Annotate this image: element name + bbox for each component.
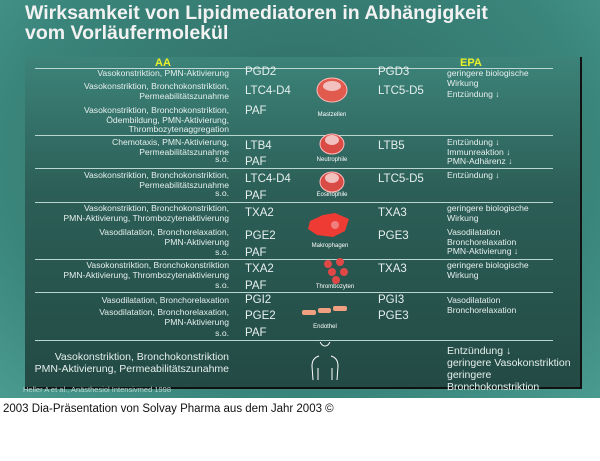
cell-type-label: Endothel — [313, 324, 337, 330]
slide-title: Wirksamkeit von Lipidmediatoren in Abhän… — [25, 2, 488, 44]
mediator-aa: PAF — [245, 327, 267, 339]
mediator-epa: PGE3 — [378, 310, 409, 322]
mediator-aa: TXA2 — [245, 207, 274, 219]
mediator-epa: PGI3 — [378, 294, 405, 306]
effect-description-aa: s.o. — [215, 154, 229, 164]
row-divider — [35, 259, 553, 260]
header-aa: AA — [155, 57, 171, 69]
mediator-aa: PAF — [245, 280, 267, 292]
effect-description-epa: geringere biologische Wirkung — [447, 68, 529, 88]
mast-cell-icon — [316, 77, 348, 103]
row-divider — [35, 135, 553, 136]
mediator-epa: PGE3 — [378, 230, 409, 242]
cell-type-label: Mastzellen — [317, 112, 347, 118]
effect-description-epa: Entzündung ↓ — [447, 170, 500, 180]
mediator-aa: PGD2 — [245, 66, 277, 78]
cell-type-label: Makrophagen — [311, 243, 349, 249]
comparison-table: AA EPA Vasokonstriktion, PMN-Aktivierung… — [25, 57, 582, 393]
effect-description-epa: Entzündung ↓ Immunreaktion ↓ PMN-Adhären… — [447, 137, 513, 167]
mediator-epa: LTB5 — [378, 140, 405, 152]
effect-description-aa: s.o. — [215, 280, 229, 290]
effect-description-aa: Vasokonstriktion, Bronchokonstriktion, P… — [83, 81, 229, 101]
row-divider — [35, 292, 553, 293]
neutrophil-icon — [319, 133, 345, 155]
effect-description-aa: Vasodilatation, Bronchorelaxation, PMN-A… — [99, 307, 229, 327]
mediator-aa: PAF — [245, 156, 267, 168]
effect-description-epa: geringere biologische Wirkung — [447, 203, 529, 223]
mediator-aa: PAF — [245, 190, 267, 202]
endothelium-icon — [302, 306, 347, 315]
effect-description-epa: Entzündung ↓ — [447, 89, 500, 99]
header-epa: EPA — [460, 57, 482, 69]
eosinophil-icon — [319, 171, 345, 193]
effect-description-aa: Vasodilatation, Bronchorelaxation, PMN-A… — [99, 227, 229, 247]
mediator-aa: TXA2 — [245, 263, 274, 275]
effect-description-epa: Vasodilatation Bronchorelaxation — [447, 295, 517, 315]
cell-type-label: Thrombozyten — [315, 284, 355, 290]
mediator-epa: LTC5-D5 — [378, 85, 424, 97]
effect-description-aa: Chemotaxis, PMN-Aktivierung, Permeabilit… — [111, 137, 229, 157]
mediator-epa: TXA3 — [378, 263, 407, 275]
row-divider — [35, 68, 553, 69]
row-divider — [35, 202, 553, 203]
effect-description-epa: Vasodilatation Bronchorelaxation PMN-Akt… — [447, 227, 519, 257]
mediator-epa: PGD3 — [378, 66, 410, 78]
mediator-epa: TXA3 — [378, 207, 407, 219]
effect-description-aa: Vasodilatation, Bronchorelaxation — [101, 295, 229, 305]
platelet-icon — [324, 258, 348, 284]
effect-description-aa: s.o. — [215, 328, 229, 338]
effect-description-aa: Vasokonstriktion, Bronchokonstriktion PM… — [34, 351, 229, 375]
mediator-aa: PAF — [245, 105, 267, 117]
slide: Wirksamkeit von Lipidmediatoren in Abhän… — [0, 0, 600, 398]
effect-description-epa: Entzündung ↓ geringere Vasokonstriktion … — [447, 345, 571, 393]
mediator-epa: LTC5-D5 — [378, 173, 424, 185]
mediator-aa: PGE2 — [245, 310, 276, 322]
mediator-aa: LTC4-D4 — [245, 173, 291, 185]
mediator-aa: LTC4-D4 — [245, 85, 291, 97]
effect-description-aa: Vasokonstriktion, Bronchokonstriktion, Ö… — [83, 105, 229, 135]
footer-caption: 2003 Dia-Präsentation von Solvay Pharma … — [3, 403, 334, 415]
cell-type-label: Eosinophile — [316, 192, 348, 198]
effect-description-aa: s.o. — [215, 247, 229, 257]
effect-description-epa: geringere biologische Wirkung — [447, 260, 529, 280]
mediator-aa: PAF — [245, 247, 267, 259]
citation: Heller A et al., Anästhesiol Intensivmed… — [23, 385, 172, 394]
effect-description-aa: Vasokonstriktion, Bronchokonstriktion, P… — [83, 170, 229, 190]
effect-description-aa: Vasokonstriktion, PMN-Aktivierung — [97, 68, 229, 78]
mediator-aa: PGE2 — [245, 230, 276, 242]
effect-description-aa: s.o. — [215, 188, 229, 198]
macrophage-icon — [308, 213, 349, 237]
human-body-icon — [311, 342, 339, 381]
row-divider — [35, 168, 553, 169]
mediator-aa: PGI2 — [245, 294, 272, 306]
mediator-aa: LTB4 — [245, 140, 272, 152]
effect-description-aa: Vasokonstriktion, Bronchokonstriktion PM… — [63, 260, 229, 280]
cell-type-label: Neutrophile — [316, 157, 348, 163]
row-divider — [35, 340, 553, 341]
effect-description-aa: Vasokonstriktion, Bronchokonstriktion, P… — [63, 203, 229, 223]
